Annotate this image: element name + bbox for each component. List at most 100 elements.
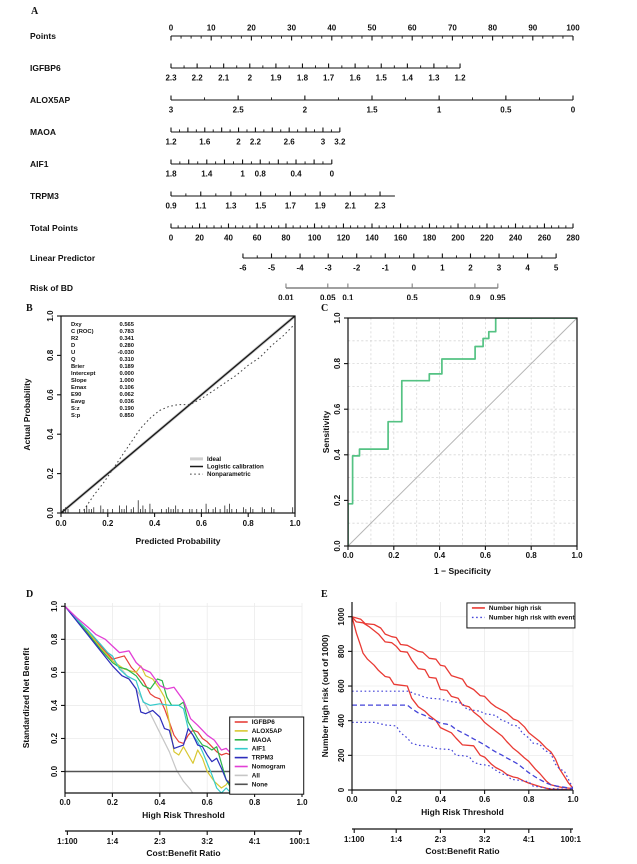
- panel-letter-a: A: [31, 6, 39, 17]
- svg-text:100:1: 100:1: [289, 837, 310, 846]
- svg-text:1: 1: [437, 106, 442, 115]
- svg-text:E90: E90: [71, 392, 81, 398]
- AIF1-line: [65, 605, 232, 793]
- svg-text:None: None: [252, 781, 268, 788]
- svg-text:0.2: 0.2: [102, 519, 114, 528]
- svg-text:Nonparametric: Nonparametric: [207, 471, 251, 478]
- svg-text:0.6: 0.6: [480, 551, 492, 560]
- svg-text:0.310: 0.310: [119, 357, 134, 363]
- svg-text:1.7: 1.7: [323, 74, 335, 83]
- svg-text:1.0: 1.0: [50, 600, 59, 612]
- Nomogram-line: [65, 605, 249, 756]
- svg-text:Logistic calibration: Logistic calibration: [207, 464, 264, 471]
- svg-text:3.2: 3.2: [334, 138, 346, 147]
- svg-text:ALOX5AP: ALOX5AP: [252, 728, 283, 735]
- svg-text:0: 0: [571, 106, 576, 115]
- svg-text:3: 3: [321, 138, 326, 147]
- svg-text:2: 2: [303, 106, 308, 115]
- panel-letter-e: E: [321, 589, 328, 600]
- svg-text:1:4: 1:4: [107, 837, 119, 846]
- svg-text:IGFBP6: IGFBP6: [252, 719, 276, 726]
- svg-text:0.4: 0.4: [290, 170, 302, 179]
- svg-text:Q: Q: [71, 357, 76, 363]
- svg-text:0.4: 0.4: [50, 699, 59, 711]
- svg-text:1.0: 1.0: [567, 795, 579, 804]
- svg-text:200: 200: [451, 234, 465, 243]
- svg-text:1.5: 1.5: [366, 106, 378, 115]
- svg-text:MAOA: MAOA: [252, 737, 272, 744]
- svg-text:Emax: Emax: [71, 385, 87, 391]
- svg-text:0.4: 0.4: [46, 428, 55, 440]
- svg-text:0: 0: [330, 170, 335, 179]
- svg-text:1.0: 1.0: [46, 310, 55, 322]
- svg-text:100: 100: [566, 24, 580, 33]
- svg-text:30: 30: [287, 24, 296, 33]
- svg-text:1.8: 1.8: [165, 170, 177, 179]
- svg-text:0.4: 0.4: [333, 449, 342, 461]
- svg-text:0.2: 0.2: [333, 494, 342, 506]
- svg-text:0.8: 0.8: [333, 357, 342, 369]
- ROC curve-line: [348, 318, 577, 546]
- svg-text:0.2: 0.2: [50, 732, 59, 744]
- svg-text:4: 4: [525, 264, 530, 273]
- svg-text:Intercept: Intercept: [71, 371, 96, 377]
- Number high risk 1-line: [352, 616, 573, 789]
- svg-text:-6: -6: [239, 264, 247, 273]
- svg-text:0.280: 0.280: [119, 343, 134, 349]
- svg-text:1.0: 1.0: [333, 312, 342, 324]
- svg-text:0.6: 0.6: [46, 389, 55, 401]
- svg-text:1.5: 1.5: [255, 202, 267, 211]
- svg-text:0.6: 0.6: [479, 795, 491, 804]
- panel-e-clinical-impact: 0.0 0.2 0.4 0.6 0.8 1.0 0 200 400 600 800 1000 High …: [320, 602, 582, 856]
- svg-text:0.8: 0.8: [249, 798, 261, 807]
- svg-text:0.2: 0.2: [107, 798, 119, 807]
- svg-text:Sensitivity: Sensitivity: [321, 410, 331, 453]
- svg-text:0.4: 0.4: [435, 795, 447, 804]
- svg-text:1.0: 1.0: [289, 519, 301, 528]
- svg-text:2: 2: [248, 74, 253, 83]
- svg-text:2.1: 2.1: [345, 202, 357, 211]
- svg-text:Dxy: Dxy: [71, 322, 82, 328]
- svg-text:2.6: 2.6: [284, 138, 296, 147]
- Nonparametric-line: [81, 323, 295, 513]
- svg-text:1.0: 1.0: [571, 551, 583, 560]
- svg-text:0.2: 0.2: [391, 795, 403, 804]
- svg-text:2.2: 2.2: [192, 74, 204, 83]
- svg-text:800: 800: [337, 644, 346, 658]
- svg-text:1.5: 1.5: [376, 74, 388, 83]
- svg-text:40: 40: [224, 234, 233, 243]
- svg-text:Points: Points: [30, 31, 56, 41]
- panel-c-roc-curve: 0.0 0.2 0.4 0.6 0.8 1.0 0.0 0.2 0.4 0.6 0.8 1.0 1 − …: [321, 312, 583, 576]
- svg-text:0.6: 0.6: [50, 666, 59, 678]
- IGFBP6-line: [65, 605, 246, 776]
- svg-text:100:1: 100:1: [561, 835, 582, 844]
- svg-text:20: 20: [247, 24, 256, 33]
- svg-text:220: 220: [480, 234, 494, 243]
- svg-text:2.3: 2.3: [374, 202, 386, 211]
- svg-text:0.9: 0.9: [165, 202, 177, 211]
- svg-text:0.0: 0.0: [55, 519, 67, 528]
- svg-text:0.8: 0.8: [46, 349, 55, 361]
- svg-text:3: 3: [169, 106, 174, 115]
- svg-text:1.9: 1.9: [270, 74, 282, 83]
- Logistic calibration-line: [61, 316, 295, 513]
- svg-text:Linear Predictor: Linear Predictor: [30, 253, 96, 263]
- svg-text:0.8: 0.8: [50, 633, 59, 645]
- panel-letter-d: D: [26, 589, 34, 600]
- svg-text:2.1: 2.1: [218, 74, 230, 83]
- svg-text:0.4: 0.4: [149, 519, 161, 528]
- svg-text:40: 40: [327, 24, 336, 33]
- svg-text:-4: -4: [296, 264, 304, 273]
- svg-text:0: 0: [169, 24, 174, 33]
- svg-text:1: 1: [440, 264, 445, 273]
- svg-text:0.190: 0.190: [119, 406, 134, 412]
- svg-text:MAOA: MAOA: [30, 127, 56, 137]
- svg-text:-5: -5: [268, 264, 276, 273]
- panel-letter-c: C: [321, 303, 329, 314]
- svg-text:1000: 1000: [337, 607, 346, 625]
- svg-text:S:p: S:p: [71, 413, 81, 419]
- svg-text:Standardized Net Benefit: Standardized Net Benefit: [21, 648, 31, 749]
- svg-text:1.4: 1.4: [402, 74, 414, 83]
